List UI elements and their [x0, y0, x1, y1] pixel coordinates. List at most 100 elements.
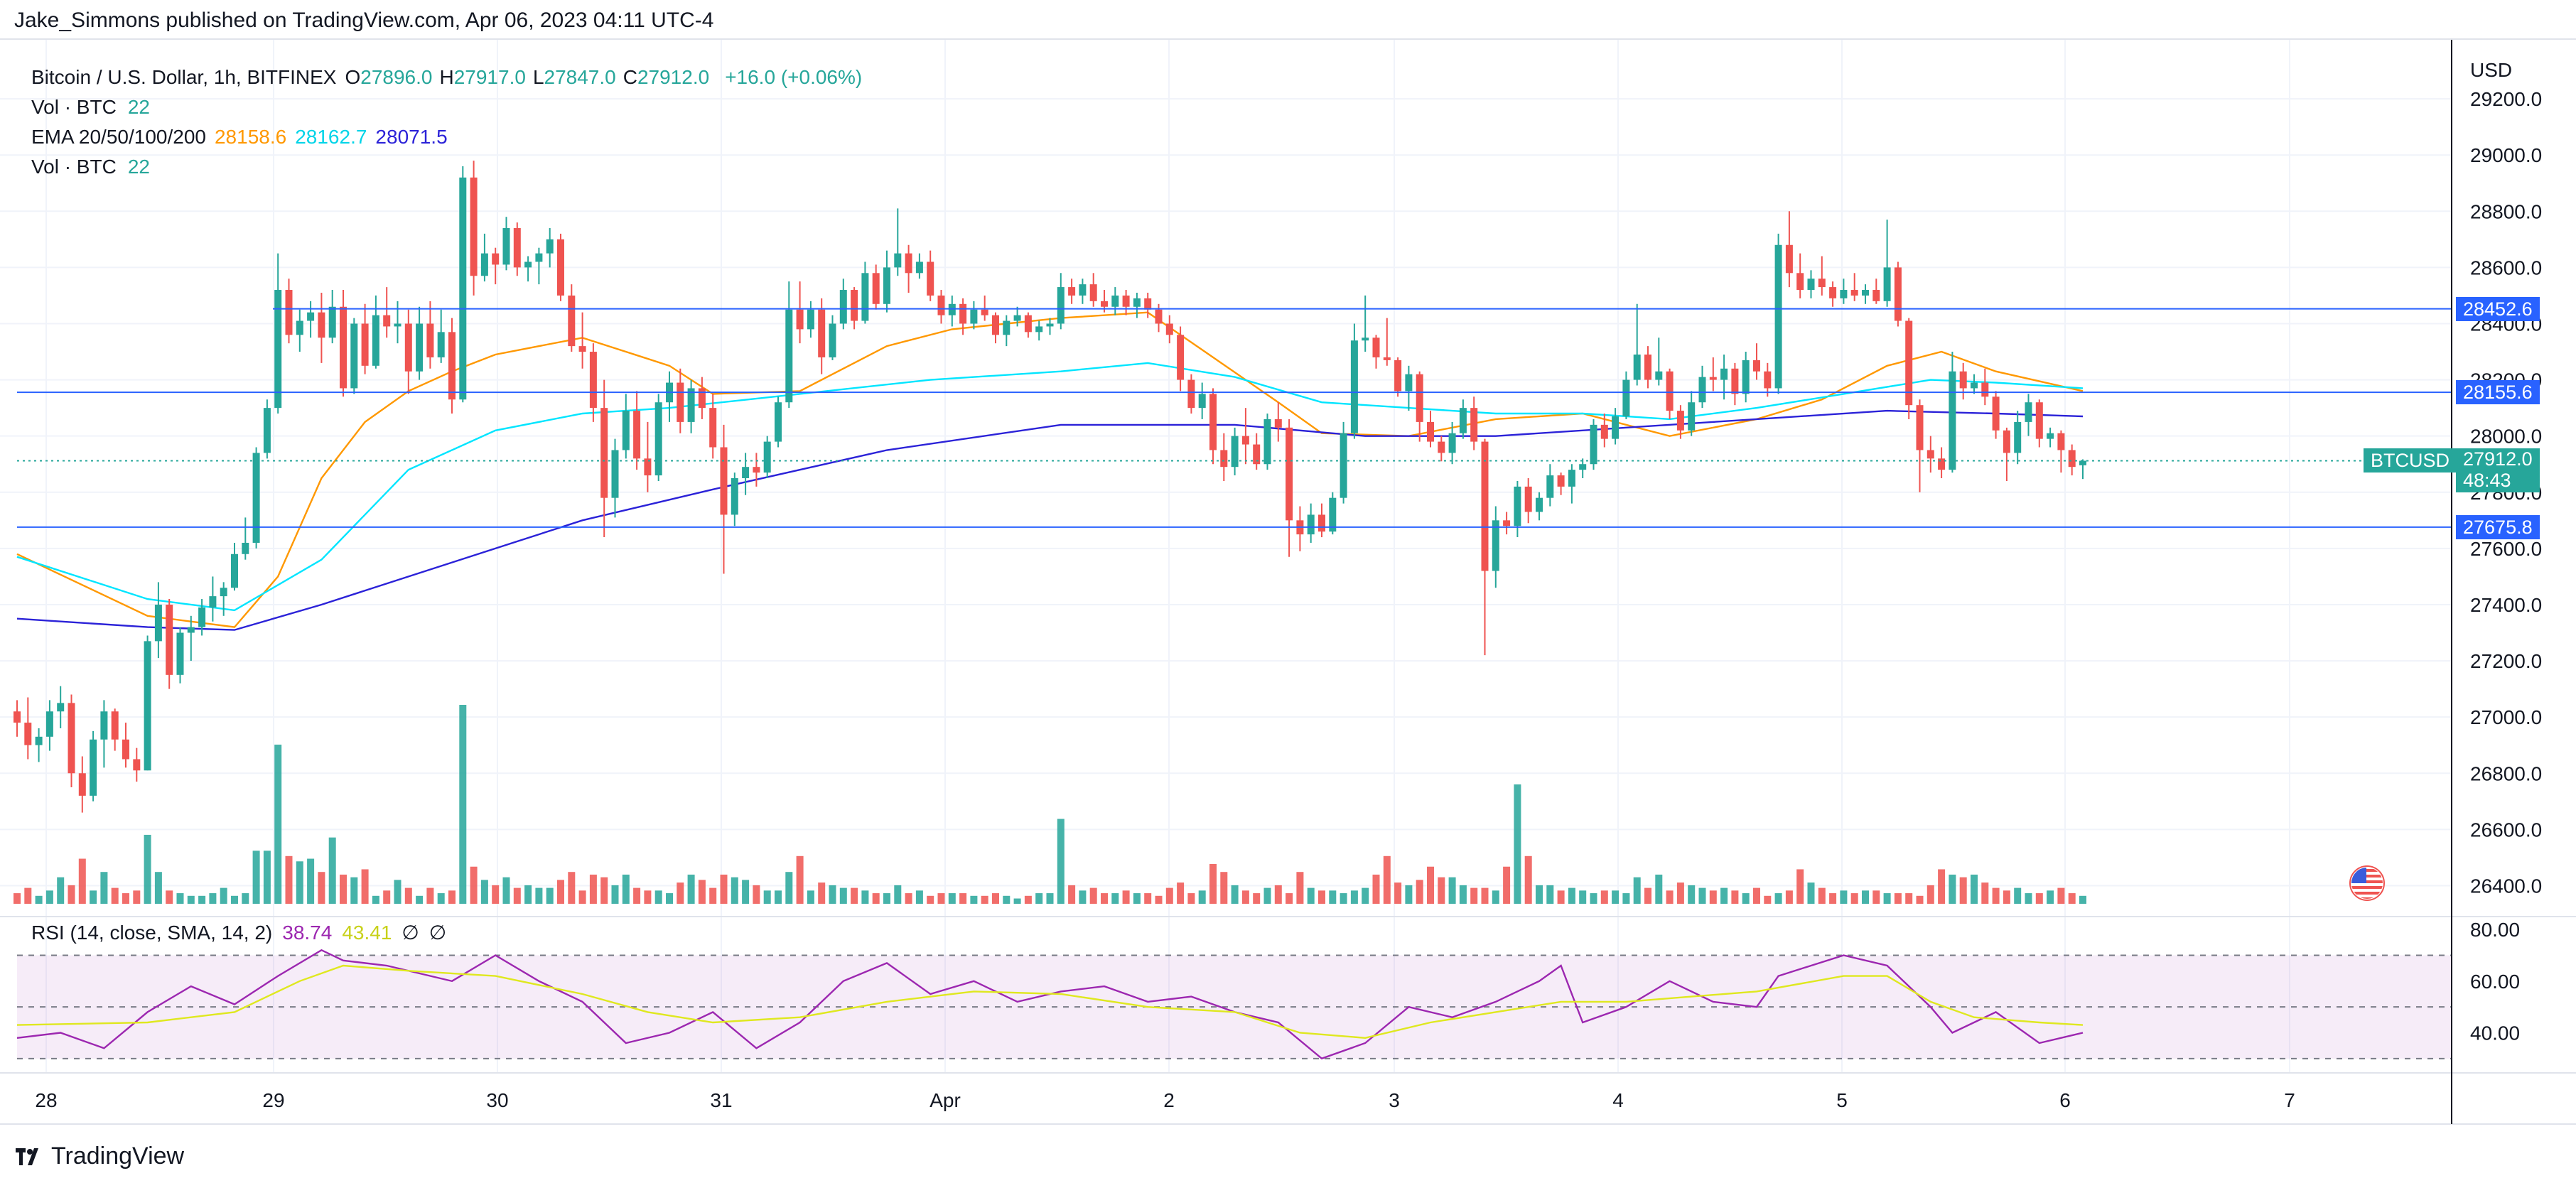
x-tick-label: 5: [1836, 1089, 1848, 1111]
candle-body: [242, 542, 249, 554]
candle-body: [492, 253, 500, 265]
volume-bar: [1155, 895, 1163, 904]
volume-bar: [1187, 893, 1195, 904]
rsi-tick-label: 60.00: [2470, 971, 2520, 993]
last-price-symbol-tag[interactable]: BTCUSD: [2364, 448, 2457, 473]
candle-body: [111, 711, 119, 740]
candle-body: [1394, 360, 1402, 392]
candle-body: [1883, 267, 1891, 301]
candle-body: [1971, 382, 1978, 389]
volume-bars: [14, 705, 2086, 904]
volume-bar: [698, 880, 706, 904]
volume-bar: [1133, 893, 1141, 904]
rsi-label[interactable]: RSI (14, close, SMA, 14, 2): [31, 921, 273, 944]
tradingview-footer[interactable]: TradingView: [16, 1143, 184, 1170]
volume-bar: [1383, 855, 1391, 904]
volume-bar: [1198, 890, 1206, 904]
volume-bar: [14, 893, 21, 904]
volume-bar: [90, 890, 97, 904]
candle-body: [209, 596, 217, 608]
ema50-line: [16, 362, 2084, 612]
candle-body: [1101, 301, 1108, 307]
volume-bar: [1676, 882, 1684, 904]
candle-body: [470, 177, 478, 276]
candle-body: [861, 273, 869, 321]
volume-bar: [1894, 893, 1902, 904]
volume-label[interactable]: Vol · BTC: [31, 96, 117, 118]
candle-body: [1764, 371, 1772, 389]
candle-body: [1796, 273, 1804, 291]
volume-bar: [2035, 893, 2043, 904]
candle-body: [45, 711, 53, 737]
volume-bar: [1644, 887, 1651, 904]
candle-body: [437, 332, 445, 357]
x-tick-label: 3: [1389, 1089, 1400, 1111]
hline-price-label[interactable]: 27675.8: [2456, 514, 2540, 539]
volume-bar: [1350, 890, 1358, 904]
volume-bar: [1938, 869, 1946, 904]
candle-body: [1840, 290, 1848, 298]
volume-bar: [176, 893, 184, 904]
volume-bar: [1144, 893, 1152, 904]
candle-body: [2047, 433, 2054, 439]
legend-ema-row: EMA 20/50/100/200 28158.6 28162.7 28071.…: [31, 122, 862, 152]
candle-body: [1981, 382, 1989, 397]
candle-body: [1057, 287, 1065, 324]
volume-bar: [915, 890, 923, 904]
candle-body: [633, 411, 641, 459]
candle-body: [2057, 433, 2065, 450]
candle-body: [1024, 315, 1032, 333]
volume2-value: 22: [127, 156, 150, 178]
candle-body: [1318, 514, 1325, 532]
rsi-na-2: ∅: [429, 922, 447, 944]
volume-bar: [328, 837, 336, 904]
volume-bar: [2003, 890, 2010, 904]
volume-bar: [187, 895, 195, 904]
volume-bar: [1024, 895, 1032, 904]
volume-bar: [1165, 887, 1173, 904]
volume-bar: [263, 850, 271, 904]
volume-bar: [1862, 890, 1869, 904]
candle-body: [872, 273, 880, 304]
candle-body: [513, 228, 521, 268]
volume2-label[interactable]: Vol · BTC: [31, 156, 117, 178]
ohlc-key: H: [439, 66, 454, 88]
volume-bar: [818, 882, 826, 904]
candle-body: [35, 736, 43, 745]
volume-bar: [1546, 885, 1554, 904]
candle-body: [1829, 287, 1837, 298]
volume-bar: [1177, 882, 1185, 904]
candle-body: [763, 441, 771, 473]
volume-bar: [220, 887, 227, 904]
ema-label[interactable]: EMA 20/50/100/200: [31, 126, 206, 148]
candle-body: [361, 323, 369, 366]
volume-bar: [535, 887, 543, 904]
candle-body: [948, 303, 956, 315]
volume-bar: [1785, 890, 1793, 904]
candle-body: [1165, 323, 1173, 335]
hline-price-label[interactable]: 28155.6: [2456, 380, 2540, 405]
x-tick-label: 31: [710, 1089, 732, 1111]
hline-price-label[interactable]: 28452.6: [2456, 296, 2540, 321]
volume-bar: [1253, 893, 1261, 904]
candle-body: [1427, 421, 1434, 442]
symbol-title[interactable]: Bitcoin / U.S. Dollar, 1h, BITFINEX: [31, 66, 337, 88]
volume-bar: [1492, 890, 1499, 904]
us-flag-icon[interactable]: [2349, 865, 2385, 901]
horizontal-lines[interactable]: [17, 308, 2452, 528]
candle-body: [1590, 424, 1597, 465]
ohlc-key: O: [345, 66, 361, 88]
tradingview-logo-icon: [16, 1148, 38, 1165]
volume-bar: [600, 877, 608, 904]
candle-body: [1111, 295, 1119, 307]
last-price-label[interactable]: 27912.0 48:43: [2456, 448, 2540, 493]
candle-body: [1514, 486, 1521, 526]
candle-body: [285, 290, 293, 335]
candle-body: [383, 315, 391, 327]
candle-body: [1438, 441, 1445, 453]
volume-bar: [1122, 890, 1130, 904]
volume-bar: [1742, 893, 1750, 904]
ohlc-key: C: [623, 66, 637, 88]
volume-bar: [35, 895, 43, 904]
